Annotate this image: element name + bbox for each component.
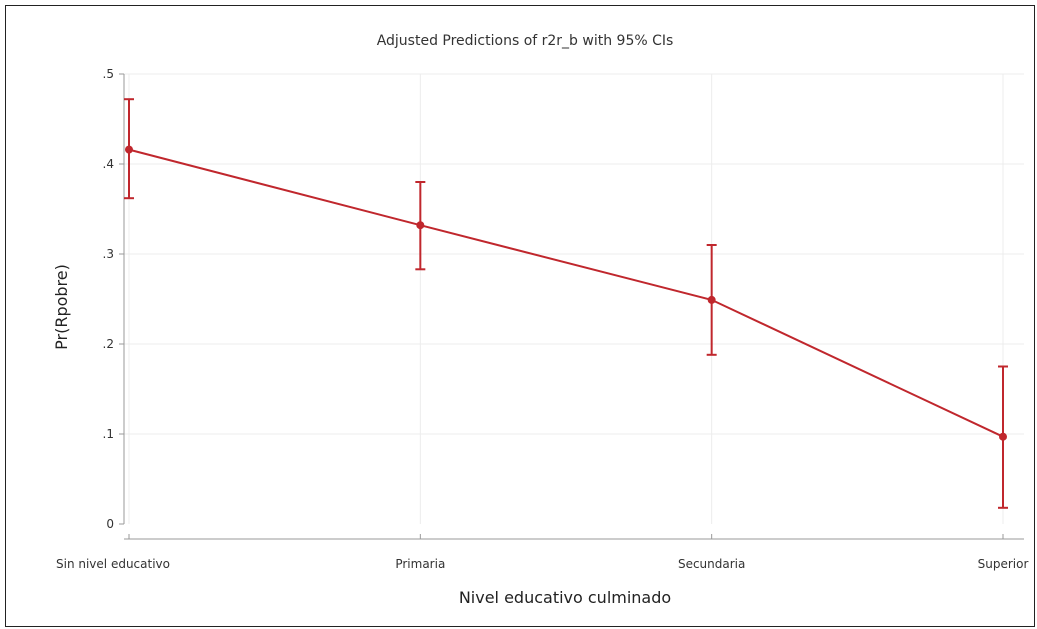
data-point	[707, 295, 716, 304]
y-tick-label: .1	[103, 427, 114, 441]
series-line	[128, 148, 1004, 438]
y-axis-title: Pr(Rpobre)	[52, 264, 71, 350]
series	[124, 98, 1008, 509]
data-point	[416, 221, 425, 230]
x-tick-label: Primaria	[395, 557, 445, 571]
y-tick-label: .4	[103, 157, 114, 171]
x-tick-label: Secundaria	[678, 557, 745, 571]
data-point	[125, 145, 133, 154]
y-tick-label: .5	[103, 67, 114, 81]
y-tick-labels: 0 .1 .2 .3 .4 .5	[103, 67, 114, 531]
x-tick-labels: Sin nivel educativo Primaria Secundaria Sup…	[56, 557, 1028, 571]
chart-title: Adjusted Predictions of r2r_b with 95% C…	[377, 33, 674, 49]
y-tick-label: 0	[106, 517, 114, 531]
grid-lines	[124, 73, 1024, 524]
x-axis-title: Nivel educativo culminado	[459, 588, 671, 607]
y-tick-label: .2	[103, 337, 114, 351]
x-tick-label: Sin nivel educativo	[56, 557, 170, 571]
chart-frame: Adjusted Predictions of r2r_b with 95% C…	[5, 5, 1035, 627]
x-tick-label: Superior	[978, 557, 1029, 571]
chart: Adjusted Predictions of r2r_b with 95% C…	[52, 33, 1028, 607]
axes	[119, 73, 1024, 540]
data-point	[999, 432, 1007, 441]
y-tick-label: .3	[103, 247, 114, 261]
